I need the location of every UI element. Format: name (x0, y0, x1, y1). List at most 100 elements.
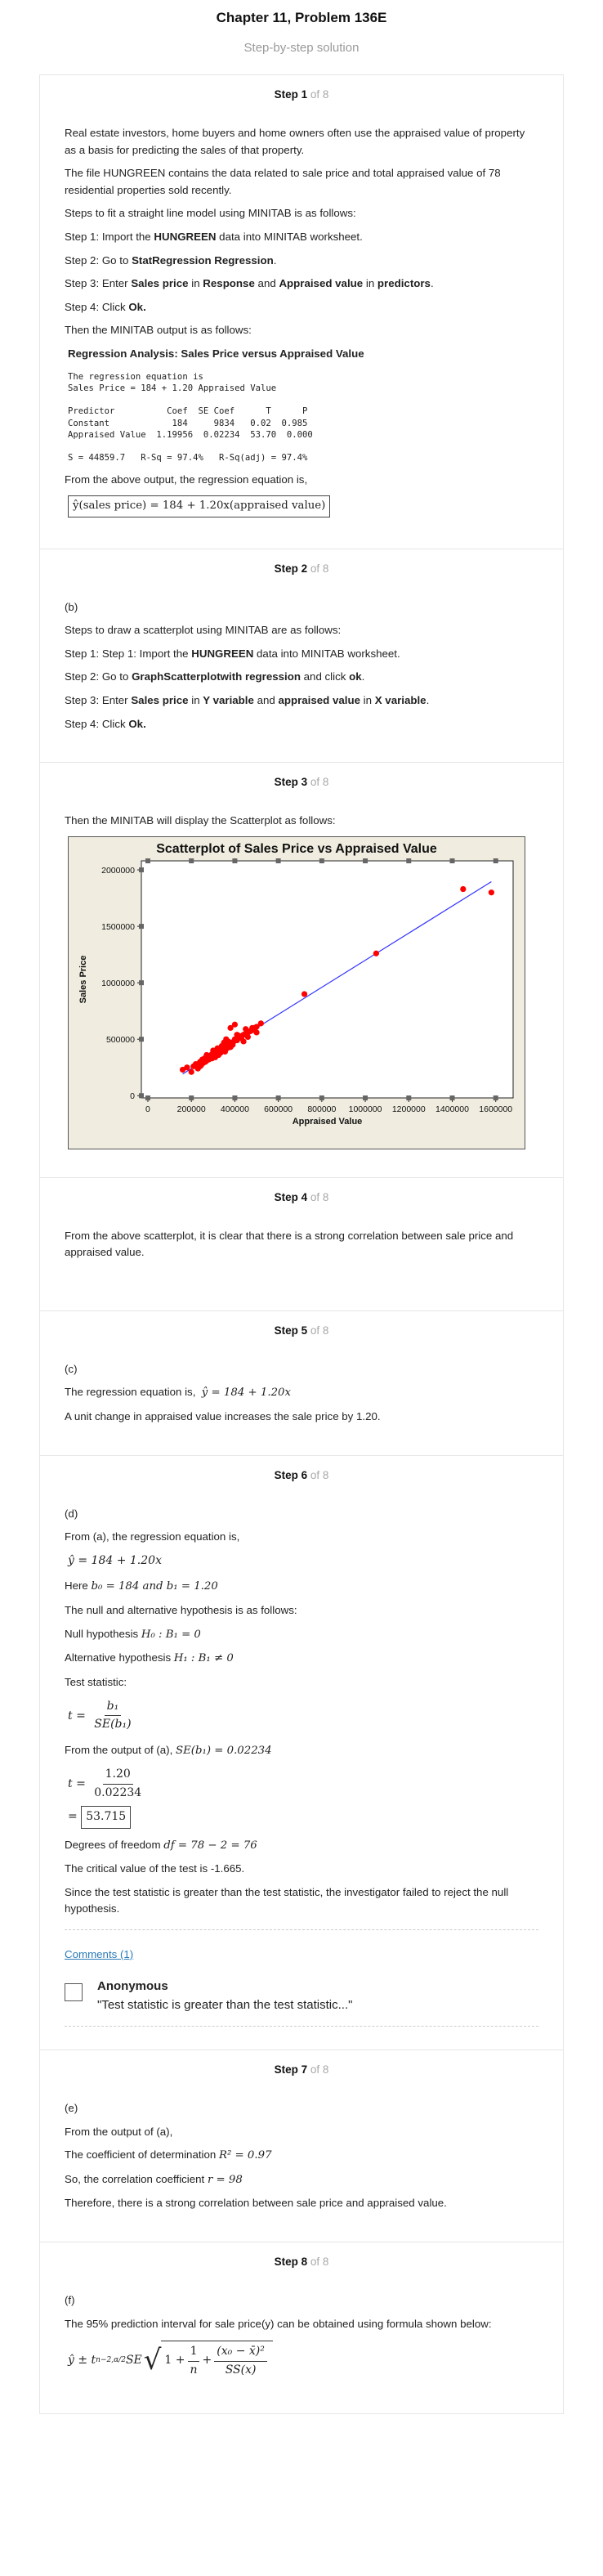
data-point (201, 1058, 208, 1065)
data-point (460, 885, 467, 892)
x-tick-label: 1000000 (349, 1104, 382, 1114)
data-point (257, 1019, 264, 1027)
step-count: of 8 (307, 2256, 329, 2269)
data-point (488, 889, 494, 896)
instruction-4: Step 4: Click Ok. (65, 300, 146, 313)
instruction-3: Step 3: Enter Sales price in Response an… (65, 277, 434, 290)
part-label: (e) (65, 2102, 78, 2115)
step-count: of 8 (307, 1324, 329, 1337)
comment-checkbox[interactable] (65, 1982, 83, 2001)
instruction-2: Step 2: Go to GraphScatterplotwith regre… (65, 670, 365, 683)
x-tick-marker (406, 1095, 412, 1100)
y-tick-marker (139, 867, 144, 872)
step-label: Step 1 (274, 88, 308, 101)
y-tick-label: 2000000 (101, 866, 135, 876)
x-top-marker (319, 858, 324, 863)
step-count: of 8 (307, 88, 329, 101)
result-intro: From the above output, the regression eq… (65, 473, 308, 486)
step-count: of 8 (307, 562, 329, 575)
x-tick-label: 800000 (307, 1104, 336, 1114)
step-label: Step 3 (274, 776, 308, 789)
steps-intro: Steps to fit a straight line model using… (65, 207, 356, 220)
step-6-header: Step 6 of 8 (65, 1456, 538, 1506)
step-count: of 8 (307, 776, 329, 789)
intro-text: Real estate investors, home buyers and h… (65, 126, 525, 156)
test-statistic-formula: t = b₁ SE(b₁) (68, 1699, 132, 1732)
step-label: Step 2 (274, 562, 308, 575)
data-point (243, 1025, 249, 1033)
chart-intro: Then the MINITAB will display the Scatte… (65, 814, 336, 827)
comments-link[interactable]: Comments (1) (65, 1947, 134, 1960)
data-point (244, 1033, 251, 1040)
decision-text: Since the test statistic is greater than… (65, 1885, 509, 1915)
data-point (249, 1024, 256, 1031)
step-count: of 8 (307, 1468, 329, 1481)
scatterplot-svg: Scatterplot of Sales Price vs Appraised … (68, 836, 525, 1149)
data-point (234, 1031, 240, 1038)
steps-intro: Steps to draw a scatterplot using MINITA… (65, 624, 342, 637)
se-line: From the output of (a), SE(b₁) = 0.02234 (65, 1743, 272, 1757)
x-tick-marker (145, 1095, 150, 1100)
critical-value: The critical value of the test is -1.665… (65, 1862, 245, 1875)
step-label: Step 6 (274, 1468, 308, 1481)
step-2: Step 2 of 8 (b) Steps to draw a scatterp… (40, 549, 563, 764)
step-count: of 8 (307, 1190, 329, 1203)
x-tick-label: 1600000 (479, 1104, 512, 1114)
x-tick-label: 400000 (221, 1104, 249, 1114)
data-point (301, 991, 308, 997)
step-4-header: Step 4 of 8 (65, 1178, 538, 1228)
x-tick-marker (449, 1095, 455, 1100)
data-point (205, 1055, 212, 1062)
step-count: of 8 (307, 2063, 329, 2076)
y-tick-marker (139, 1092, 144, 1098)
x-tick-marker (319, 1095, 324, 1100)
x-tick-marker (363, 1095, 368, 1100)
prediction-intro: The 95% prediction interval for sale pri… (65, 2317, 492, 2330)
x-top-marker (232, 858, 238, 863)
data-point (231, 1021, 239, 1028)
step-7: Step 7 of 8 (e) From the output of (a), … (40, 2050, 563, 2243)
regression-equation-box: ŷ(sales price) = 184 + 1.20x(appraised v… (68, 495, 331, 517)
regression-title: Regression Analysis: Sales Price versus … (68, 347, 364, 361)
regression-equation: ŷ = 184 + 1.20x (201, 1387, 291, 1400)
step-5: Step 5 of 8 (c) The regression equation … (40, 1311, 563, 1456)
step-5-header: Step 5 of 8 (65, 1311, 538, 1361)
data-point (218, 1042, 226, 1049)
step-2-header: Step 2 of 8 (65, 549, 538, 599)
scatter-conclusion: From the above scatterplot, it is clear … (65, 1229, 514, 1259)
step-7-header: Step 7 of 8 (65, 2050, 538, 2100)
step-label: Step 5 (274, 1324, 308, 1337)
y-tick-label: 1000000 (101, 979, 135, 988)
coefficient-table-output: Predictor Coef SE Coef T P Constant 184 … (68, 406, 313, 440)
instruction-2: Step 2: Go to StatRegression Regression. (65, 253, 277, 267)
step-3-header: Step 3 of 8 (65, 763, 538, 813)
x-tick-marker (189, 1095, 194, 1100)
slope-interpretation: A unit change in appraised value increas… (65, 1410, 381, 1423)
x-axis-label: Appraised Value (293, 1117, 363, 1127)
data-point (240, 1038, 247, 1045)
r-squared-line: The coefficient of determination R² = 0.… (65, 2148, 272, 2162)
alternative-hypothesis: Alternative hypothesis H₁ : B₁ ≠ 0 (65, 1651, 234, 1665)
x-tick-label: 0 (145, 1104, 150, 1114)
regression-equation: ŷ = 184 + 1.20x (68, 1553, 162, 1567)
x-top-marker (145, 858, 150, 863)
output-reference: From the output of (a), (65, 2125, 173, 2138)
x-tick-label: 200000 (177, 1104, 206, 1114)
step-label: Step 7 (274, 2063, 308, 2076)
hypothesis-intro: The null and alternative hypothesis is a… (65, 1604, 297, 1617)
x-top-marker (363, 858, 368, 863)
x-tick-label: 600000 (264, 1104, 293, 1114)
step-4: Step 4 of 8 From the above scatterplot, … (40, 1178, 563, 1311)
correlation-conclusion: Therefore, there is a strong correlation… (65, 2197, 447, 2210)
y-tick-marker (139, 979, 144, 985)
comment-text: "Test statistic is greater than the test… (97, 1997, 353, 2012)
instruction-1: Step 1: Import the HUNGREEN data into MI… (65, 230, 363, 243)
coefficients-line: Here b₀ = 184 and b₁ = 1.20 (65, 1579, 218, 1593)
x-top-marker (449, 858, 455, 863)
scatterplot-figure: Scatterplot of Sales Price vs Appraised … (68, 836, 525, 1149)
data-description: The file HUNGREEN contains the data rela… (65, 167, 501, 196)
data-point (197, 1063, 203, 1069)
y-tick-label: 0 (130, 1091, 135, 1101)
chart-title: Scatterplot of Sales Price vs Appraised … (156, 842, 437, 856)
